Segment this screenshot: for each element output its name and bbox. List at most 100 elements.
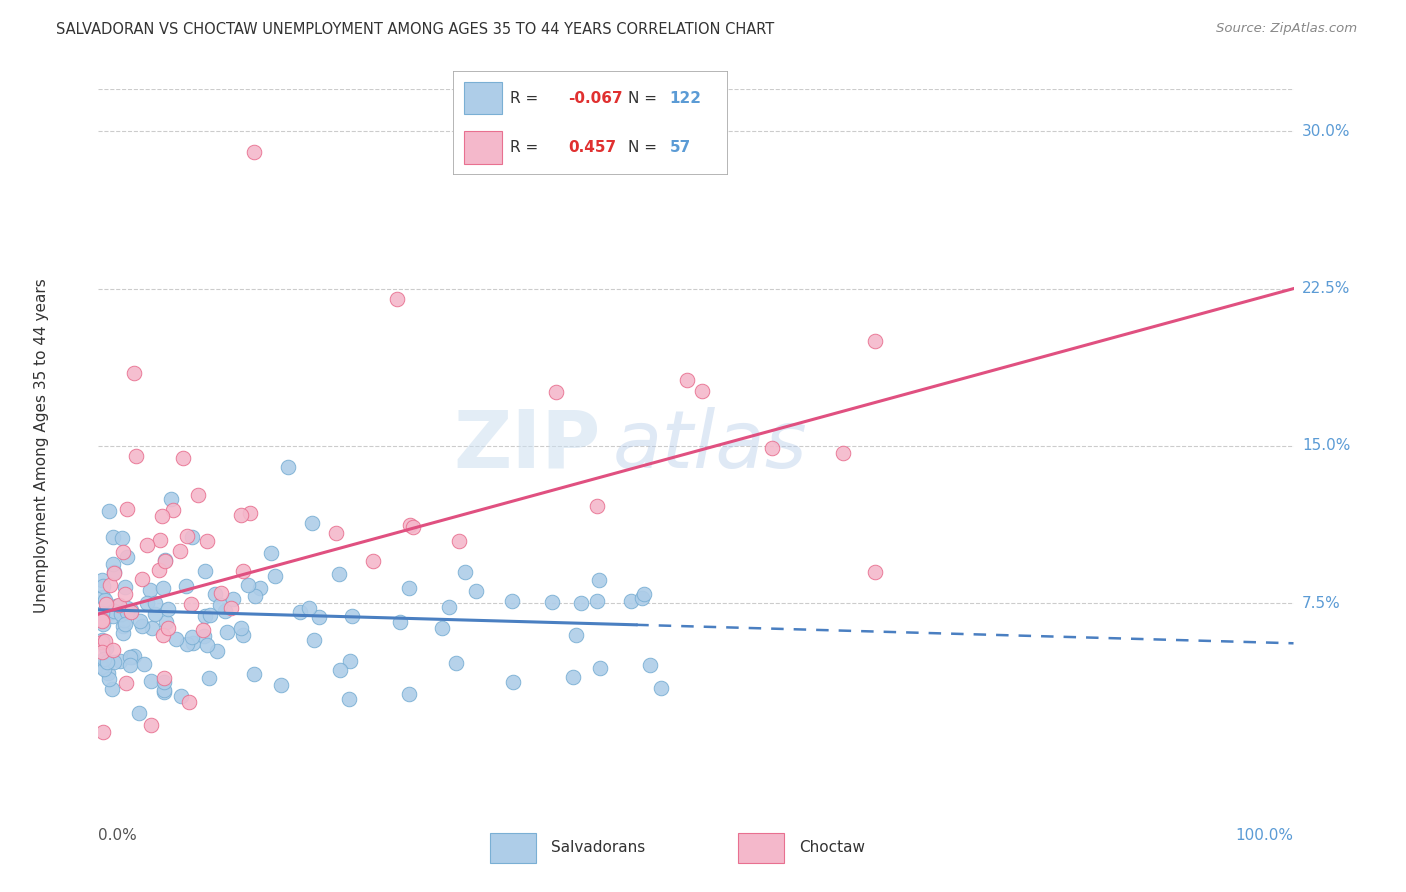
Point [198, 607, 221, 622]
Point [100, 604, 122, 618]
Point [430, 621, 453, 635]
Point [219, 601, 242, 615]
Point [389, 615, 412, 629]
Point [103, 655, 125, 669]
Point [170, 689, 193, 703]
Point [128, 706, 150, 720]
Point [96, 655, 118, 669]
Point [181, 630, 204, 644]
Point [454, 565, 477, 579]
Point [91, 635, 114, 649]
Point [501, 593, 523, 607]
Point [97, 666, 120, 681]
Point [91, 633, 114, 648]
Point [308, 610, 330, 624]
Point [676, 374, 699, 388]
Point [288, 606, 311, 620]
Text: R =: R = [510, 90, 538, 105]
Point [329, 663, 352, 677]
Point [181, 635, 204, 649]
Point [588, 574, 610, 588]
Text: Salvadorans: Salvadorans [551, 840, 645, 855]
Point [865, 334, 887, 348]
Point [101, 682, 124, 697]
Point [337, 691, 360, 706]
Point [91, 613, 114, 627]
Point [172, 450, 194, 465]
Point [91, 659, 114, 673]
Point [638, 658, 661, 673]
Point [239, 506, 262, 520]
Text: -0.067: -0.067 [568, 90, 623, 105]
Point [585, 499, 607, 513]
Point [150, 508, 173, 523]
Point [340, 609, 363, 624]
Point [165, 632, 187, 647]
Point [120, 658, 142, 673]
Point [565, 628, 588, 642]
Point [91, 579, 114, 593]
Point [104, 599, 127, 613]
Point [139, 718, 162, 732]
Point [569, 596, 592, 610]
Point [108, 654, 131, 668]
Point [193, 629, 215, 643]
Point [197, 671, 219, 685]
Point [562, 670, 585, 684]
Point [339, 655, 361, 669]
Point [399, 517, 422, 532]
Point [115, 550, 138, 565]
Text: 7.5%: 7.5% [1302, 596, 1340, 611]
Point [122, 648, 145, 663]
Point [112, 618, 135, 632]
Point [194, 608, 217, 623]
Point [114, 587, 136, 601]
Point [270, 678, 292, 692]
Point [187, 488, 209, 502]
Point [620, 593, 643, 607]
Point [249, 582, 271, 596]
Point [153, 671, 176, 685]
Point [447, 534, 470, 549]
Text: SALVADORAN VS CHOCTAW UNEMPLOYMENT AMONG AGES 35 TO 44 YEARS CORRELATION CHART: SALVADORAN VS CHOCTAW UNEMPLOYMENT AMONG… [56, 22, 775, 37]
Point [134, 657, 156, 671]
Point [502, 674, 524, 689]
Point [304, 632, 326, 647]
Bar [464, 81, 502, 114]
Point [103, 566, 125, 580]
Text: 122: 122 [669, 90, 702, 105]
Point [91, 617, 114, 632]
Point [402, 520, 425, 534]
Point [143, 595, 166, 609]
Point [690, 384, 713, 398]
Text: 0.457: 0.457 [568, 140, 616, 155]
Point [114, 580, 136, 594]
Point [94, 593, 117, 607]
Text: N =: N = [628, 140, 657, 155]
Point [180, 597, 202, 611]
Point [544, 384, 567, 399]
Point [135, 538, 157, 552]
Point [139, 582, 162, 597]
Point [363, 554, 385, 568]
Point [114, 616, 136, 631]
Point [101, 557, 124, 571]
Point [115, 502, 138, 516]
Point [761, 441, 783, 455]
Point [131, 572, 153, 586]
Point [181, 530, 204, 544]
Point [209, 586, 232, 600]
Point [204, 587, 226, 601]
Point [157, 601, 180, 615]
Point [152, 581, 174, 595]
Point [91, 614, 114, 628]
Point [103, 565, 125, 579]
Point [277, 460, 299, 475]
Point [157, 621, 180, 635]
Point [398, 581, 420, 595]
Point [94, 634, 117, 648]
Text: Source: ZipAtlas.com: Source: ZipAtlas.com [1216, 22, 1357, 36]
Point [243, 589, 266, 603]
Point [112, 626, 135, 640]
Point [229, 621, 252, 635]
